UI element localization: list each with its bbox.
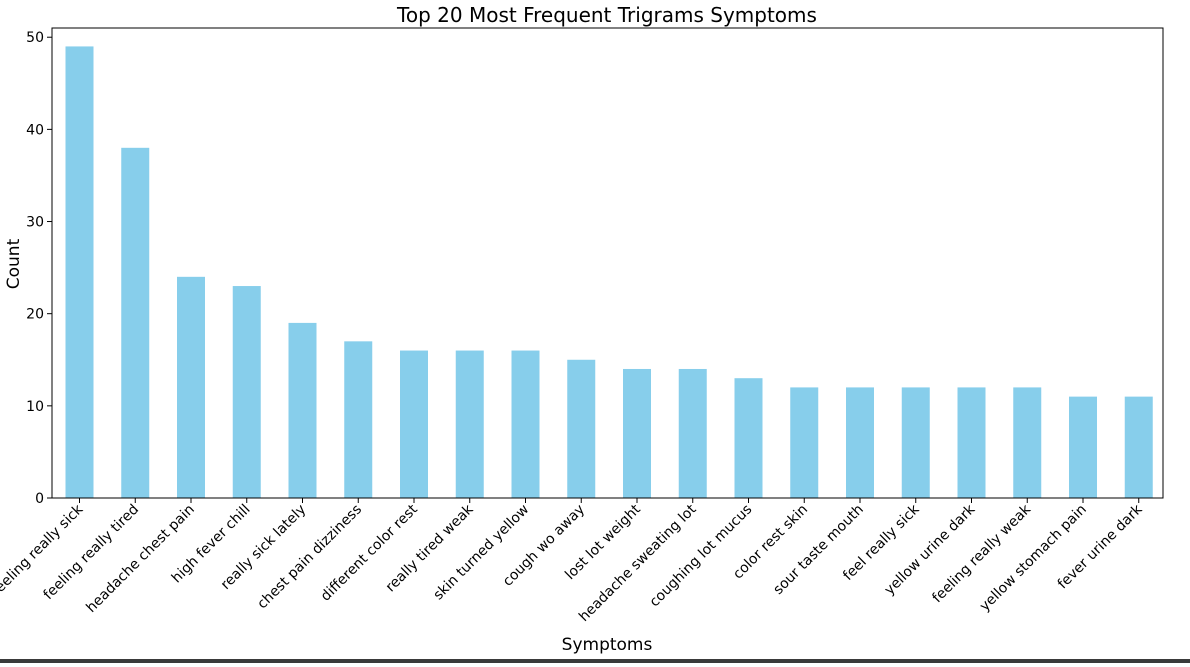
bar: [901, 387, 930, 498]
bar: [623, 368, 651, 498]
bar: [232, 286, 261, 498]
y-axis-ticks: 0 10 20 30 40 50: [26, 30, 52, 507]
bar: [790, 387, 819, 498]
y-tick-label: 0: [35, 491, 44, 507]
y-tick-label: 30: [26, 215, 44, 231]
x-tick-label: coughing lot mucus: [647, 502, 756, 611]
y-tick-label: 50: [26, 30, 44, 46]
bar: [288, 322, 317, 498]
x-tick-label: headache chest pain: [83, 502, 197, 616]
bar: [121, 147, 150, 498]
chart-title: Top 20 Most Frequent Trigrams Symptoms: [396, 3, 817, 27]
x-tick-label: feeling really tired: [41, 502, 143, 604]
x-tick-label: skin turned yellow: [430, 502, 532, 604]
bar: [678, 368, 707, 498]
x-axis-label: Symptoms: [562, 635, 653, 655]
bar: [65, 46, 94, 499]
window-bottom-border: [0, 659, 1190, 663]
plot-area-frame: [51, 27, 1164, 499]
bar: [846, 387, 874, 498]
x-tick-label: different color rest: [318, 501, 421, 604]
bar: [567, 359, 596, 498]
x-tick-label: feeling really sick: [0, 501, 87, 599]
x-tick-label: yellow stomach pain: [977, 502, 1090, 615]
bars-layer: [65, 46, 1153, 499]
bar: [734, 378, 763, 498]
y-tick-label: 40: [26, 122, 44, 138]
bar: [957, 387, 986, 498]
y-tick-label: 20: [26, 307, 44, 323]
bar: [177, 276, 205, 498]
bar: [1124, 396, 1153, 498]
bar: [400, 350, 428, 498]
bar: [1069, 396, 1097, 498]
x-tick-label: feeling really weak: [929, 501, 1034, 606]
bar: [455, 350, 484, 498]
bar: [1013, 387, 1042, 498]
y-tick-label: 10: [26, 399, 44, 415]
bar: [344, 341, 373, 498]
y-axis-label: Count: [4, 238, 24, 289]
x-tick-label: chest pain dizziness: [254, 502, 365, 613]
bar: [511, 350, 540, 498]
